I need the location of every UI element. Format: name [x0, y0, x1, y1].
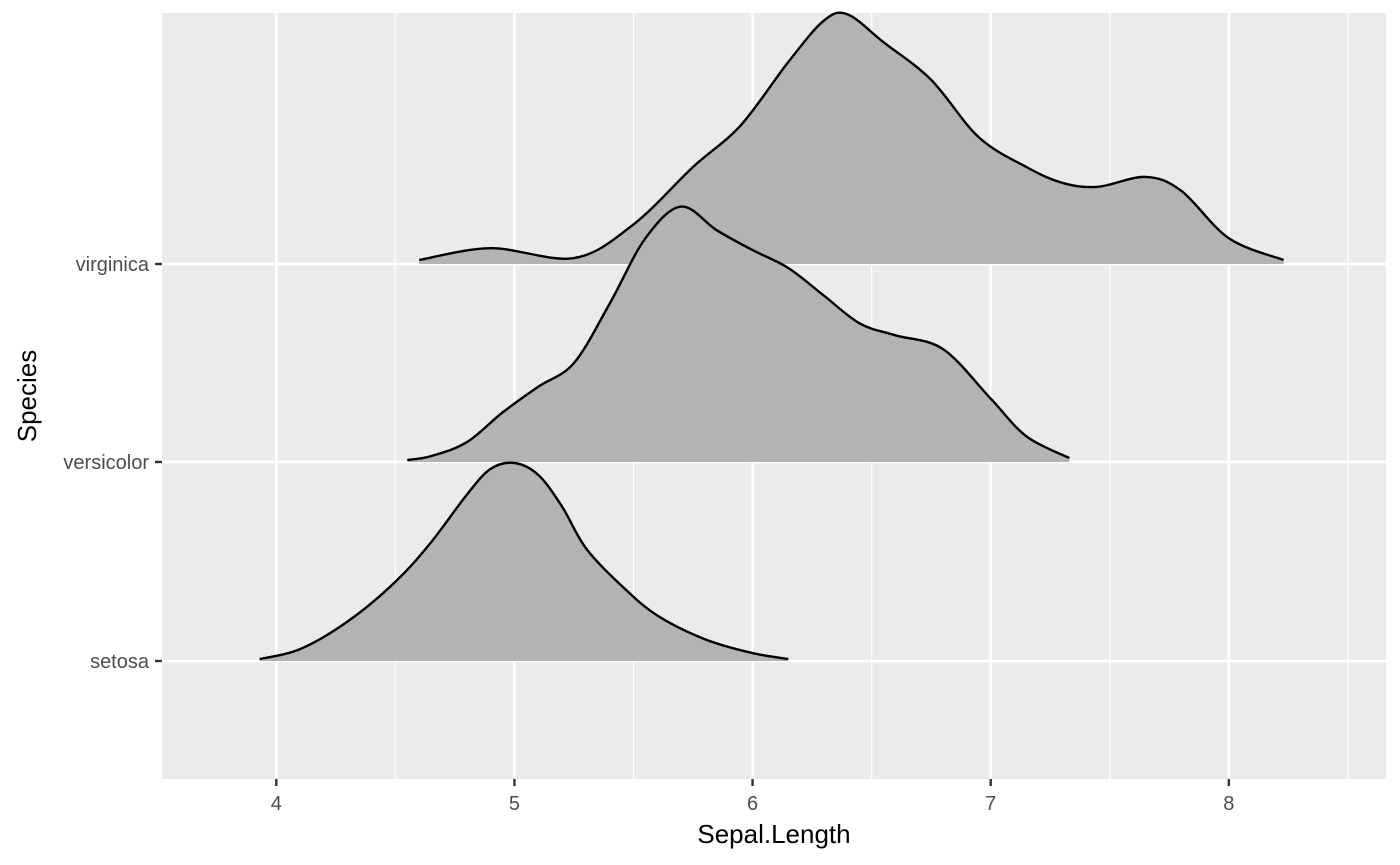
ridge-versicolor	[407, 205, 1070, 462]
ridge-setosa	[259, 461, 789, 661]
x-tick-label: 6	[747, 793, 758, 815]
ridge-area-virginica	[419, 12, 1284, 264]
y-tick-label-virginica: virginica	[76, 254, 150, 276]
ridge-area-setosa	[259, 462, 789, 661]
x-tick-label: 8	[1223, 793, 1234, 815]
x-axis-title: Sepal.Length	[697, 819, 850, 849]
x-tick-label: 5	[509, 793, 520, 815]
ridge-group	[259, 11, 1285, 661]
ridge-virginica	[419, 11, 1285, 264]
y-tick-label-setosa: setosa	[90, 651, 150, 673]
x-tick-label: 7	[985, 793, 996, 815]
y-axis-title: Species	[12, 350, 42, 443]
y-axis: setosa versicolor virginica	[63, 254, 162, 673]
x-tick-label: 4	[271, 793, 282, 815]
ridge-line-setosa	[259, 461, 789, 661]
x-axis: 4 5 6 7 8	[271, 779, 1234, 815]
y-tick-label-versicolor: versicolor	[63, 452, 149, 474]
ridge-line-versicolor	[407, 205, 1070, 462]
ridge-area-versicolor	[407, 206, 1070, 462]
ridge-line-virginica	[419, 11, 1285, 262]
